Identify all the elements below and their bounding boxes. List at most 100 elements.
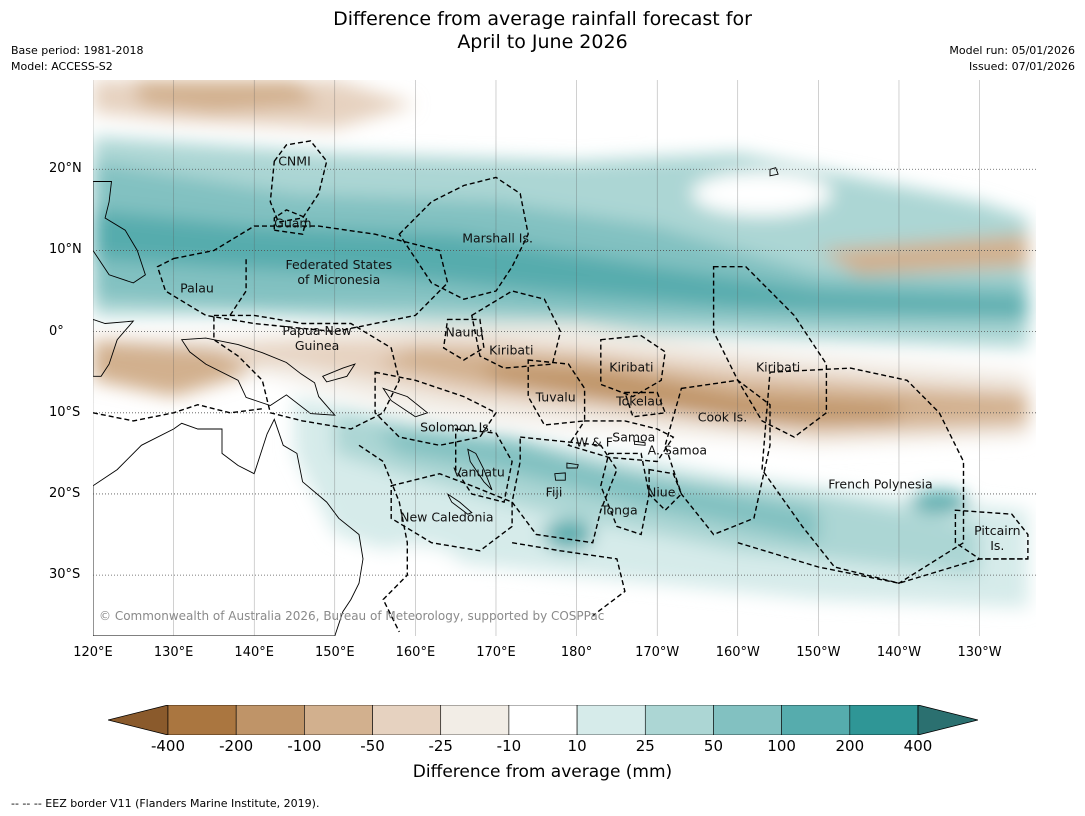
eez-palau-split xyxy=(229,258,247,316)
region-label: New Caledonia xyxy=(400,509,494,525)
dry-patch-east xyxy=(818,234,1028,275)
colorbar-bin xyxy=(508,705,578,735)
colorbar xyxy=(108,705,978,735)
borneo-sulawesi-outline xyxy=(93,318,135,377)
region-label: Vanuatu xyxy=(453,464,505,480)
region-label: Marshall Is. xyxy=(462,230,533,246)
colorbar-tick-label: -200 xyxy=(219,737,254,755)
lon-tick-label: 140°W xyxy=(876,645,922,660)
wet-spot-2 xyxy=(909,490,970,515)
lat-tick-label: 10°N xyxy=(49,242,82,258)
eez-cook xyxy=(664,379,771,536)
colorbar-bin xyxy=(167,705,237,735)
region-label: Pitcairn Is. xyxy=(974,522,1021,553)
colorbar-tick-label: -10 xyxy=(496,737,522,755)
region-label: Tonga xyxy=(600,502,638,518)
region-label: Kiribati xyxy=(489,342,534,358)
region-label: Tokelau xyxy=(616,393,663,409)
eez-marshall xyxy=(398,176,529,300)
lon-tick-label: 120°E xyxy=(73,645,113,660)
colorbar-tick-label: 50 xyxy=(703,737,723,755)
map-title-line-2: April to June 2026 xyxy=(457,31,628,53)
eez-fiji xyxy=(511,436,618,544)
colorbar-bin xyxy=(644,705,714,735)
neutral-patch-1 xyxy=(691,171,832,216)
new-caledonia-outline xyxy=(446,492,473,515)
colorbar-label: Difference from average (mm) xyxy=(412,762,673,782)
colorbar-bin xyxy=(713,705,782,735)
dry-band-equatorial-core xyxy=(479,364,899,421)
eez-guam xyxy=(273,209,308,235)
region-label: Niue xyxy=(646,484,676,500)
eez-vanuatu xyxy=(455,428,513,503)
wet-spot-1 xyxy=(543,519,594,550)
colorbar-tick-label: -25 xyxy=(428,737,453,755)
base-period-text: Base period: 1981-2018 xyxy=(11,44,144,57)
eez-fsm-palau xyxy=(156,225,449,333)
eez-kiribati-west xyxy=(471,290,562,369)
region-label: Cook Is. xyxy=(697,409,748,425)
eez-solomon xyxy=(374,371,498,447)
colorbar-extend-high xyxy=(917,705,978,735)
model-run-text: Model run: 05/01/2026 xyxy=(949,44,1075,57)
new-britain-outline xyxy=(322,363,356,383)
lon-tick-label: 150°W xyxy=(796,645,841,660)
region-label: Federated States of Micronesia xyxy=(285,257,393,288)
colorbar-bin xyxy=(849,705,919,735)
lon-tick-label: 160°E xyxy=(395,645,436,660)
colorbar-bin xyxy=(440,705,510,735)
copyright-text: © Commonwealth of Australia 2026, Bureau… xyxy=(99,609,605,623)
dry-patch-northwest-core xyxy=(133,80,319,113)
colorbar-tick-label: -400 xyxy=(150,737,186,755)
eez-tuvalu xyxy=(527,359,586,426)
region-label: Kiribati xyxy=(755,359,801,375)
neutral-patch-2 xyxy=(637,86,758,123)
region-label: French Polynesia xyxy=(828,476,933,492)
colorbar-tick-label: -100 xyxy=(287,737,322,755)
wet-band-north-mid xyxy=(93,161,1028,324)
wet-band-north-core xyxy=(93,209,1028,316)
philippines-outline xyxy=(93,181,146,284)
samoa-outline xyxy=(634,440,646,446)
model-text: Model: ACCESS-S2 xyxy=(11,60,113,73)
lon-tick-label: 130°W xyxy=(957,645,1002,660)
colorbar-tick-label: 10 xyxy=(567,737,587,755)
eez-australia-edge xyxy=(358,444,408,633)
lon-tick-label: 130°E xyxy=(153,645,194,660)
region-label: Nauru xyxy=(445,324,484,340)
eez-png xyxy=(213,314,401,430)
lon-tick-label: 150°E xyxy=(315,645,355,660)
region-label: Kiribati xyxy=(609,359,654,375)
colorbar-bin xyxy=(576,705,646,735)
colorbar-tick-label: 25 xyxy=(635,737,655,755)
lon-tick-label: 160°W xyxy=(715,645,760,660)
lon-tick-label: 170°E xyxy=(476,645,516,660)
hawaii-outline xyxy=(769,167,779,177)
vanuatu-outline xyxy=(467,448,493,491)
region-label: A. Samoa xyxy=(647,442,708,458)
colorbar-tick-label: 100 xyxy=(767,737,796,755)
colorbar-bin xyxy=(235,705,305,735)
eez-samoa-wf xyxy=(567,420,675,463)
eez-niue xyxy=(648,468,683,512)
wet-band-south-core xyxy=(375,429,819,543)
solomon-islands-outline xyxy=(382,387,429,418)
eez-kiribati-line xyxy=(712,266,828,438)
eez-nz-kermadec xyxy=(511,542,626,617)
lat-tick-label: 30°S xyxy=(49,567,81,583)
eez-south-edge xyxy=(737,542,1028,584)
region-label: Solomon Is. xyxy=(420,419,493,435)
fiji-outline xyxy=(554,472,566,481)
lat-tick-label: 0° xyxy=(49,323,64,339)
eez-legend-note: -- -- -- EEZ border V11 (Flanders Marine… xyxy=(11,797,320,810)
map-panel xyxy=(93,80,1036,636)
region-label: W & F xyxy=(575,434,613,450)
lon-tick-label: 140°E xyxy=(234,645,274,660)
colorbar-bin xyxy=(304,705,373,735)
lon-tick-label: 180° xyxy=(560,645,593,660)
colorbar-tick-label: 200 xyxy=(835,737,865,755)
eez-indonesia-edge xyxy=(93,403,263,422)
lat-tick-label: 20°S xyxy=(49,485,81,501)
region-label: Papua New Guinea xyxy=(282,323,352,354)
lon-tick-label: 170°W xyxy=(635,645,680,660)
